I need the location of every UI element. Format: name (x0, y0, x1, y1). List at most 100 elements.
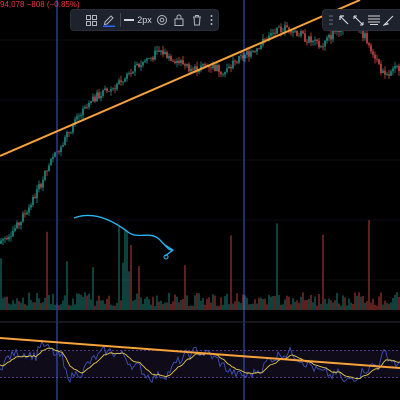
volume-bar (6, 296, 8, 310)
volume-bar (230, 235, 232, 310)
candle-body (244, 54, 246, 59)
volume-bar (268, 294, 270, 310)
text-lines-icon[interactable] (366, 9, 381, 31)
volume-bar (362, 295, 364, 310)
candle-body (208, 66, 210, 68)
arrow-handle[interactable] (163, 254, 169, 260)
volume-bar (380, 292, 382, 310)
line-width-icon[interactable]: 2px (123, 9, 153, 31)
hand-drawn-arrow[interactable] (73, 214, 173, 251)
grid (0, 39, 400, 281)
ruler-icon[interactable] (351, 9, 366, 31)
volume-bar (342, 295, 344, 310)
volume-bar (60, 304, 62, 310)
candle-body (82, 108, 84, 116)
candle-body (362, 27, 364, 39)
volume-bar (182, 299, 184, 310)
volume-bar (198, 293, 200, 310)
volume-bar (264, 298, 266, 310)
candle-body (278, 26, 280, 28)
candle-body (216, 65, 218, 72)
candle-body (194, 66, 196, 70)
volume-bar (108, 295, 110, 310)
volume-bar (66, 261, 68, 310)
volume-bar (314, 296, 316, 310)
volume-bar (364, 302, 366, 310)
trendline-main[interactable] (0, 0, 361, 157)
grip-icon[interactable] (326, 9, 336, 31)
volume-bar (266, 304, 268, 310)
more-icon[interactable] (206, 9, 218, 31)
line-width-label: 2px (137, 15, 152, 25)
volume-bar (242, 294, 244, 310)
volume-bar (394, 294, 396, 310)
candle-body (196, 66, 198, 73)
volume-bar (228, 304, 230, 310)
volume-bar (290, 304, 292, 310)
volume-bar (356, 295, 358, 310)
volume-bar (118, 225, 120, 310)
settings-icon[interactable] (153, 9, 171, 31)
volume-bar (184, 265, 186, 310)
candle-body (66, 132, 68, 138)
volume-bar (16, 298, 18, 310)
candle-body (34, 196, 36, 199)
candle-body (50, 159, 52, 166)
volume-bar (10, 304, 12, 310)
pencil-color-icon[interactable] (101, 9, 119, 31)
volume-bar (274, 296, 276, 310)
candle-body (182, 60, 184, 65)
candle-body (22, 213, 24, 222)
volume-bar (336, 292, 338, 310)
volume-bar (368, 220, 370, 310)
candle-body (276, 27, 278, 34)
template-grid-icon[interactable] (83, 9, 101, 31)
volume-bar (276, 223, 278, 310)
volume-bar (84, 292, 86, 310)
volume-bar (236, 293, 238, 310)
volume-bar (310, 294, 312, 310)
trash-icon[interactable] (188, 9, 206, 31)
candle-body (132, 71, 134, 74)
candle-body (36, 189, 38, 199)
volume-bar (44, 297, 46, 310)
volume-bar (70, 305, 72, 310)
brush-icon[interactable] (381, 9, 396, 31)
volume-bar (358, 292, 360, 310)
candle-body (368, 43, 370, 46)
candle-body (312, 40, 314, 43)
volume-bar (340, 305, 342, 310)
candle-body (296, 30, 298, 36)
candle-body (232, 60, 234, 69)
volume-bar (120, 300, 122, 310)
candle-body (72, 124, 74, 133)
candle-body (116, 83, 118, 90)
trendline-oscillator[interactable] (0, 337, 400, 369)
candle-body (288, 27, 290, 30)
candle-body (160, 50, 162, 52)
candle-body (26, 212, 28, 215)
candle-body (114, 88, 116, 90)
volume-bar (372, 298, 374, 310)
volume-bar (318, 293, 320, 310)
volume-bar (328, 298, 330, 310)
candle-body (240, 55, 242, 57)
candle-body (304, 33, 306, 42)
volume-bar (286, 295, 288, 310)
candle-body (322, 46, 324, 48)
volume-bar (360, 296, 362, 310)
lock-icon[interactable] (171, 9, 189, 31)
candle-body (76, 116, 78, 120)
candle-body (18, 222, 20, 226)
volume-bar (222, 304, 224, 310)
secondary-toolbar (322, 9, 400, 31)
candle-body (124, 78, 126, 82)
candle-body (156, 50, 158, 52)
volume-bar (150, 304, 152, 310)
volume-bar (24, 304, 26, 310)
volume-bar (52, 293, 54, 310)
cursor-pointer-icon[interactable] (336, 9, 351, 31)
volume-bar (100, 300, 102, 310)
